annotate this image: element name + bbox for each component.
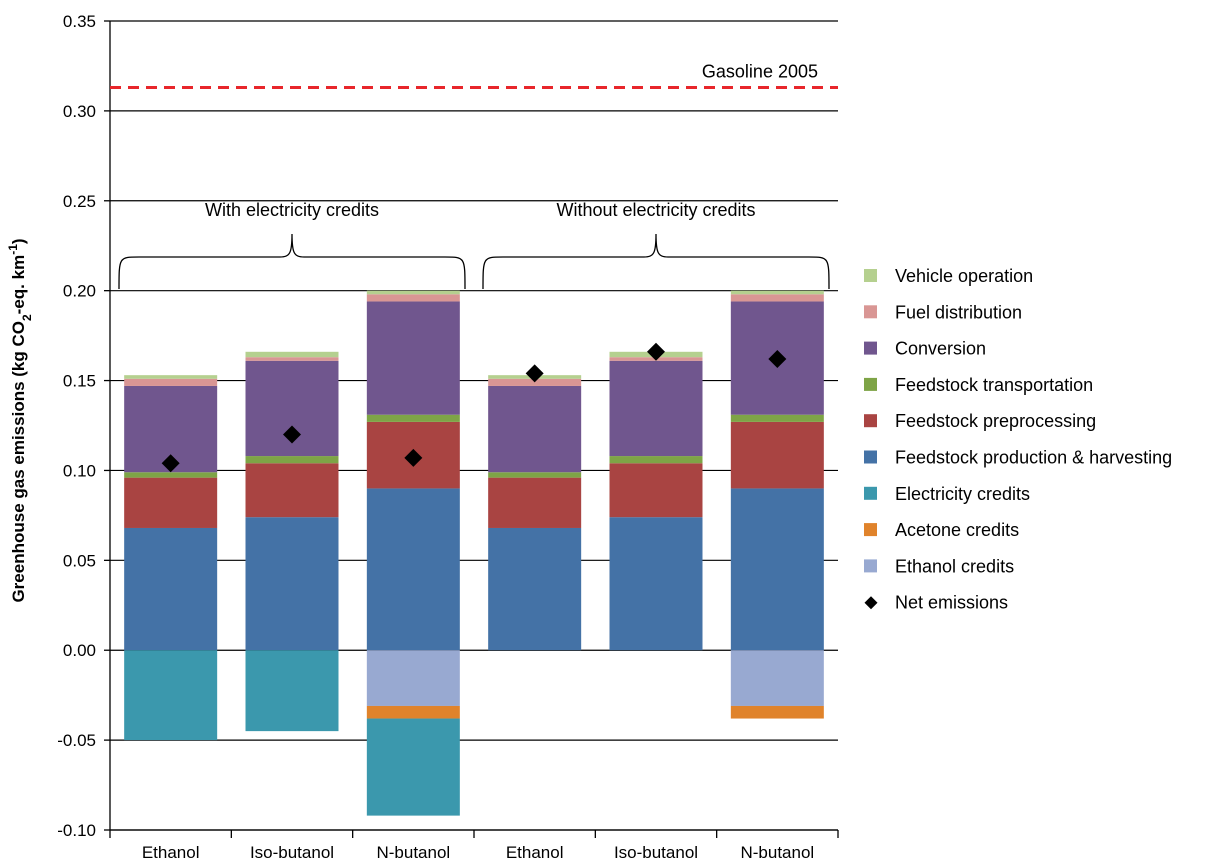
- bar-segment: [245, 517, 339, 651]
- bar-segment: [488, 477, 582, 528]
- net-emissions-marker: [525, 364, 544, 383]
- bar-segment: [245, 650, 339, 732]
- legend-label: Acetone credits: [895, 520, 1019, 540]
- bar-segment: [366, 414, 460, 422]
- legend-swatch: [864, 559, 877, 573]
- bar-segment: [730, 414, 824, 422]
- legend-label: Feedstock transportation: [895, 375, 1093, 395]
- group-label: Without electricity credits: [556, 200, 755, 220]
- net-emissions-marker: [768, 349, 787, 368]
- bar-segment: [609, 360, 703, 457]
- y-tick-label: 0.10: [63, 461, 96, 480]
- bar-segment: [730, 488, 824, 651]
- bar-segment: [124, 472, 218, 478]
- bar-segment: [609, 517, 703, 651]
- net-emissions-marker: [283, 425, 301, 444]
- annotations: Gasoline 2005 With electricity credits Wit…: [110, 62, 838, 290]
- legend-swatch: [864, 377, 877, 391]
- legend-label: Vehicle operation: [895, 266, 1033, 286]
- bar-segment: [245, 456, 339, 464]
- y-tick-label: -0.05: [57, 731, 96, 750]
- legend-swatch: [864, 450, 877, 464]
- bar-segment: [124, 477, 218, 528]
- bar-segment: [245, 357, 339, 361]
- bar-segment: [366, 718, 460, 816]
- axes: 0.35 0.30 0.25 0.20 0.15 0.10 0.05 0.00 -0.05 -0.…: [6, 12, 839, 862]
- x-category-label: Ethanol: [506, 843, 564, 862]
- legend-label: Electricity credits: [895, 484, 1030, 504]
- x-category-label: N-butanol: [740, 843, 814, 862]
- legend-label: Feedstock production & harvesting: [895, 448, 1172, 468]
- reference-line-label: Gasoline 2005: [702, 62, 818, 82]
- bar-segment: [488, 527, 582, 651]
- legend-swatch: [864, 486, 877, 500]
- legend-label: Feedstock preprocessing: [895, 411, 1096, 431]
- legend-swatch: [864, 414, 877, 428]
- bar-segment: [124, 650, 218, 741]
- bar-segment: [730, 421, 824, 489]
- bar-segment: [366, 301, 460, 415]
- bar-segment: [609, 463, 703, 518]
- bar-segment: [124, 378, 218, 386]
- bar-segment: [609, 456, 703, 464]
- bar-segment: [366, 488, 460, 651]
- y-tick-label: 0.05: [63, 551, 96, 570]
- bars: [124, 290, 824, 816]
- net-emissions-marker: [161, 454, 180, 473]
- legend-label: Fuel distribution: [895, 302, 1022, 322]
- bar-segment: [366, 705, 460, 719]
- y-tick-label: 0.15: [63, 372, 96, 391]
- y-tick-label: 0.25: [63, 192, 96, 211]
- group-brace: [118, 233, 466, 290]
- y-axis-title: Greenhouse gas emissions (kg CO2-eq. km-…: [6, 238, 34, 602]
- net-emission-markers: [161, 342, 787, 473]
- legend-swatch: [864, 523, 877, 537]
- x-category-label: Iso-butanol: [614, 843, 698, 862]
- y-tick-label: 0.20: [63, 282, 96, 301]
- net-emissions-marker: [404, 448, 423, 467]
- legend-swatch: [864, 596, 878, 610]
- x-category-label: N-butanol: [376, 843, 450, 862]
- bar-segment: [245, 463, 339, 518]
- x-category-label: Iso-butanol: [250, 843, 334, 862]
- legend: Vehicle operation Fuel distribution Conver…: [864, 266, 1172, 613]
- group-brace: [482, 233, 830, 290]
- bar-segment: [366, 290, 460, 295]
- bar-segment: [245, 351, 339, 358]
- bar-segment: [730, 705, 824, 719]
- legend-label: Net emissions: [895, 593, 1008, 613]
- y-tick-label: 0.30: [63, 102, 96, 121]
- x-category-label: Ethanol: [142, 843, 200, 862]
- bar-segment: [730, 290, 824, 295]
- y-tick-label: -0.10: [57, 821, 96, 840]
- legend-swatch: [864, 269, 877, 282]
- y-tick-label: 0.35: [63, 12, 96, 31]
- net-emissions-marker: [647, 342, 665, 361]
- legend-label: Conversion: [895, 339, 986, 359]
- bar-segment: [488, 472, 582, 478]
- group-label: With electricity credits: [205, 200, 379, 220]
- legend-swatch: [864, 305, 877, 319]
- bar-segment: [730, 294, 824, 302]
- bar-segment: [488, 385, 582, 473]
- bar-segment: [124, 375, 218, 379]
- bar-segment: [366, 650, 460, 706]
- gridlines: [110, 20, 838, 831]
- y-tick-label: 0.00: [63, 641, 96, 660]
- legend-swatch: [864, 341, 877, 355]
- bar-segment: [730, 650, 824, 706]
- bar-segment: [124, 527, 218, 651]
- legend-label: Ethanol credits: [895, 556, 1014, 576]
- bar-segment: [366, 294, 460, 302]
